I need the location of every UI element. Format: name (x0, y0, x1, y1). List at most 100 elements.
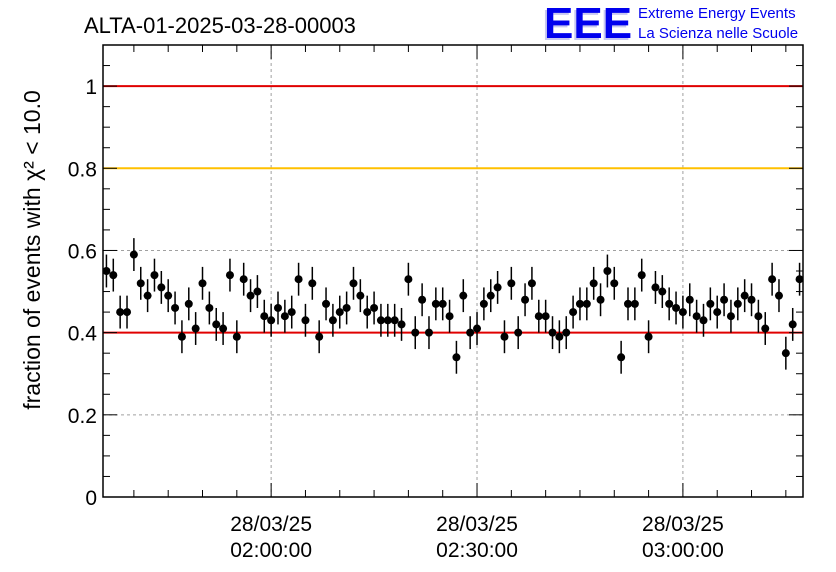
data-point-70 (582, 287, 591, 321)
point-marker (617, 353, 626, 362)
point-marker (225, 271, 234, 280)
y-axis-label: fraction of events with χ² < 10.0 (19, 90, 45, 410)
point-marker (274, 303, 282, 312)
point-marker (479, 299, 488, 308)
point-marker (630, 299, 639, 308)
point-marker (500, 332, 509, 341)
data-point-30 (308, 266, 317, 300)
point-marker (239, 275, 248, 284)
x-tick-time-1: 02:30:00 (436, 539, 518, 562)
point-marker (328, 316, 337, 325)
data-point-20 (239, 262, 248, 296)
point-marker (322, 299, 331, 308)
data-point-42 (390, 303, 399, 337)
point-marker (356, 291, 365, 300)
point-marker (411, 328, 420, 337)
data-point-90 (720, 283, 729, 317)
point-marker (720, 295, 729, 304)
point-marker (212, 320, 221, 329)
point-marker (376, 316, 385, 325)
data-point-92 (733, 287, 742, 321)
point-marker (589, 279, 598, 288)
point-marker (486, 291, 495, 300)
data-point-51 (452, 340, 461, 374)
point-marker (418, 295, 427, 304)
point-marker (349, 279, 358, 288)
data-point-6 (143, 279, 152, 313)
data-point-19 (232, 320, 241, 354)
data-point-40 (376, 303, 385, 337)
data-point-36 (349, 266, 358, 300)
data-point-32 (322, 287, 331, 321)
point-marker (280, 312, 289, 321)
x-tick-time-0: 02:00:00 (230, 539, 312, 562)
point-marker (493, 283, 502, 292)
point-marker (370, 303, 379, 312)
data-point-98 (774, 279, 783, 313)
data-point-27 (287, 295, 296, 329)
point-marker (575, 299, 584, 308)
data-point-44 (404, 262, 413, 296)
data-point-23 (260, 299, 269, 333)
point-marker (397, 320, 406, 329)
point-marker (788, 320, 797, 329)
point-marker (308, 279, 317, 288)
data-point-76 (624, 287, 632, 321)
point-marker (445, 312, 454, 321)
data-point-22 (253, 275, 262, 308)
point-marker (795, 275, 804, 284)
point-marker (301, 316, 310, 325)
point-marker (383, 316, 392, 325)
eee-logo-line1: Extreme Energy Events (638, 5, 796, 22)
point-marker (452, 353, 461, 362)
x-tick-date-1: 28/03/25 (436, 513, 518, 536)
data-point-49 (438, 287, 447, 321)
eee-logo: EEE EEE Extreme Energy Events La Scienza… (542, 0, 798, 50)
data-point-67 (562, 316, 571, 350)
data-point-69 (575, 287, 584, 321)
data-point-29 (301, 303, 310, 337)
eee-logo-mark: EEE (544, 0, 632, 48)
x-tick-date-2: 28/03/25 (642, 513, 724, 536)
data-point-35 (342, 291, 351, 325)
data-point-54 (473, 312, 482, 345)
point-marker (232, 332, 241, 341)
data-point-56 (486, 279, 495, 313)
data-point-60 (514, 316, 523, 350)
point-marker (157, 283, 166, 292)
data-point-68 (569, 295, 578, 329)
point-marker (726, 312, 735, 321)
point-marker (555, 332, 564, 341)
data-point-28 (294, 262, 303, 296)
data-point-15 (205, 291, 214, 325)
eee-logo-line2: La Scienza nelle Scuole (638, 25, 798, 42)
grid (103, 45, 803, 497)
point-marker (363, 308, 372, 317)
data-point-2 (116, 295, 125, 329)
data-point-1 (109, 258, 118, 292)
data-point-58 (500, 320, 509, 354)
point-marker (109, 271, 118, 280)
data-point-39 (370, 291, 379, 325)
data-point-26 (280, 299, 289, 333)
data-point-86 (692, 299, 701, 333)
data-point-84 (678, 295, 687, 329)
point-marker (466, 328, 475, 337)
data-point-48 (431, 287, 440, 321)
point-marker (424, 328, 433, 337)
data-point-66 (555, 320, 564, 354)
data-point-73 (603, 254, 612, 288)
data-point-59 (507, 266, 516, 300)
data-point-21 (246, 279, 255, 313)
point-marker (747, 295, 756, 304)
data-point-55 (479, 287, 488, 321)
point-marker (150, 271, 159, 280)
point-marker (624, 299, 632, 308)
data-point-88 (706, 287, 715, 321)
data-point-5 (136, 266, 145, 300)
data-point-101 (795, 262, 804, 296)
reference-lines (103, 85, 803, 334)
data-point-57 (493, 271, 502, 304)
point-marker (774, 291, 783, 300)
point-marker (342, 303, 351, 312)
